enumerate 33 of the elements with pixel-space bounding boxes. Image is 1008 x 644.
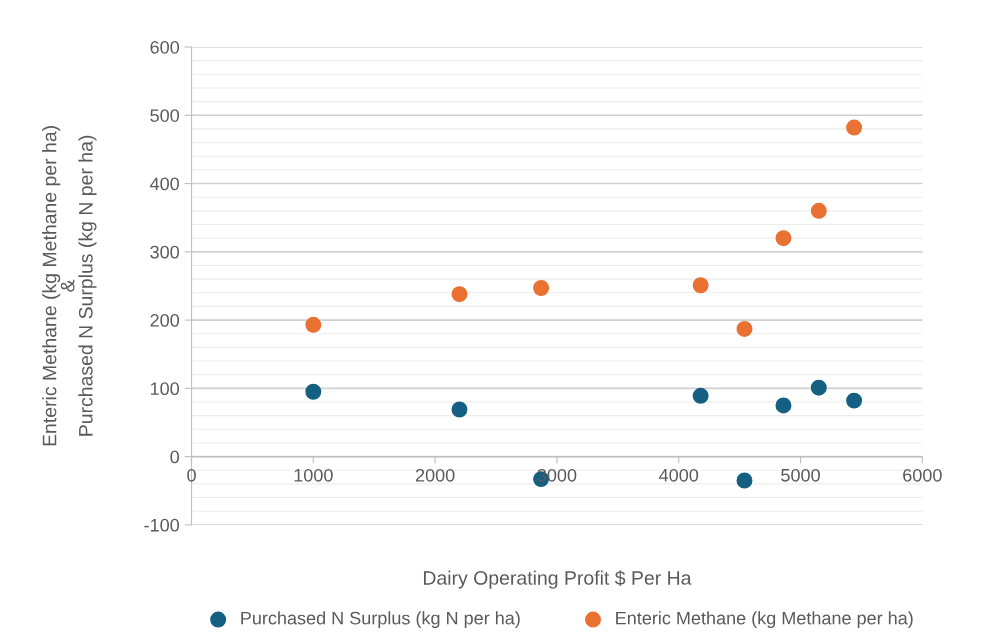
point	[305, 383, 322, 400]
point	[846, 392, 863, 409]
point	[451, 286, 468, 303]
x-tick-label: 2000	[415, 468, 455, 482]
x-tick-label: 0	[187, 468, 196, 482]
y-tick-label: 300	[150, 245, 180, 259]
y-tick-label: 500	[150, 109, 180, 122]
point	[305, 316, 322, 333]
legend-label: Purchased N Surplus (kg N per ha)	[241, 611, 520, 629]
point	[810, 202, 827, 219]
point	[736, 472, 753, 489]
point	[736, 320, 753, 337]
point	[692, 277, 709, 294]
y-tick-label: 400	[150, 177, 180, 191]
y-tick-label: 200	[150, 314, 180, 327]
point	[775, 230, 792, 247]
legend-label: Enteric Methane (kg Methane per ha)	[616, 611, 913, 629]
point	[533, 280, 550, 296]
x-tick-label: 4000	[659, 468, 699, 482]
x-tick-label: 6000	[903, 468, 942, 482]
point	[810, 379, 827, 396]
x-tick-label: 1000	[294, 468, 333, 482]
point	[775, 397, 792, 414]
y-tick-label: -100	[144, 518, 180, 532]
point	[692, 387, 709, 404]
y-axis-title: Enteric Methane (kg Methane per ha) & Purchased N Surplus (kg N per ha)	[42, 126, 97, 446]
x-axis-title: Dairy Operating Profit $ Per Ha	[423, 570, 692, 589]
point	[846, 119, 863, 136]
y-tick-label: 600	[150, 40, 180, 54]
y-tick-label: 100	[150, 382, 180, 396]
point	[451, 401, 468, 418]
y-tick-label: 0	[170, 450, 180, 464]
x-tick-label: 5000	[781, 468, 820, 482]
